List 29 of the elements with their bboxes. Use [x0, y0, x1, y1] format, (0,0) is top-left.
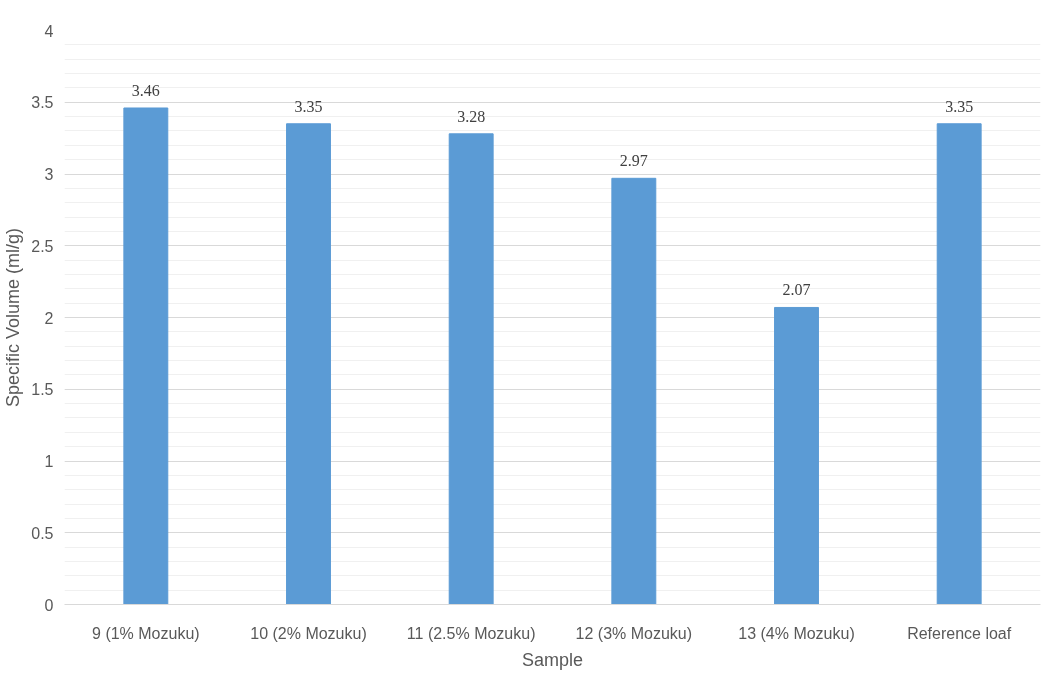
- y-tick-label: 3: [44, 166, 54, 183]
- x-tick-label: 10 (2% Mozuku): [250, 624, 367, 642]
- y-tick-label: 4: [44, 22, 54, 40]
- y-tick-label: 0.5: [31, 524, 54, 542]
- bar: [448, 133, 494, 605]
- data-label: 3.46: [131, 81, 160, 99]
- x-tick-label: 12 (3% Mozuku): [575, 624, 693, 642]
- bar: [936, 123, 982, 605]
- bar: [123, 107, 169, 605]
- x-axis-title: Sample: [521, 649, 584, 670]
- x-tick-label: 13 (4% Mozuku): [738, 624, 855, 642]
- y-tick-label: 1.5: [31, 381, 54, 399]
- y-tick-label: 1: [44, 453, 54, 470]
- x-tick-label: Reference loaf: [907, 624, 1012, 642]
- data-label: 3.35: [294, 97, 323, 115]
- y-tick-label: 3.5: [31, 94, 54, 112]
- data-label: 2.97: [619, 152, 648, 170]
- data-label: 3.28: [457, 107, 486, 125]
- y-tick-label: 0: [44, 596, 54, 614]
- x-tick-label: 11 (2.5% Mozuku): [406, 624, 536, 642]
- y-tick-label: 2.5: [31, 237, 54, 255]
- y-axis-title: Specific Volume (ml/g): [3, 227, 24, 408]
- data-label: 2.07: [782, 281, 811, 299]
- bar: [286, 123, 331, 605]
- bar: [611, 177, 657, 605]
- data-label: 3.35: [945, 97, 974, 115]
- y-tick-label: 2: [44, 309, 54, 327]
- bar: [774, 306, 819, 605]
- x-tick-label: 9 (1% Mozuku): [92, 624, 200, 642]
